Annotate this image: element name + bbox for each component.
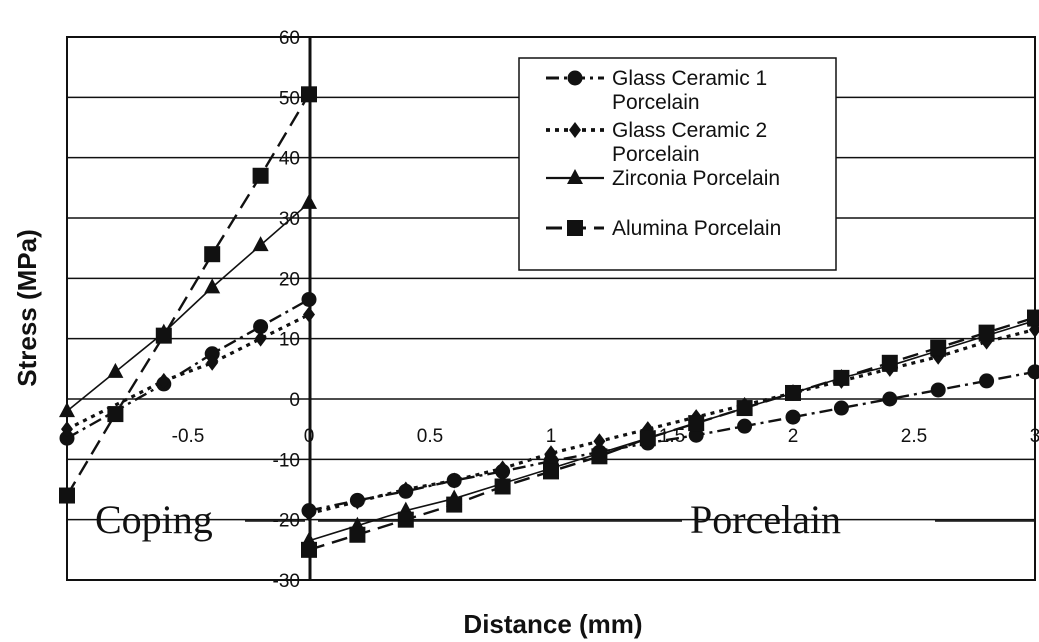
diamond-marker [399, 481, 412, 498]
x-tick-label: -0.5 [172, 426, 205, 447]
triangle-series-line [66, 202, 310, 412]
x-tick-label: 1 [546, 426, 557, 447]
square-marker [688, 415, 705, 432]
triangle-marker [204, 278, 221, 294]
y-tick-label: -10 [273, 450, 300, 471]
square-marker [397, 511, 414, 528]
diamond-marker [303, 505, 315, 522]
square-series-line [308, 316, 1036, 551]
square-marker [204, 246, 221, 263]
x-tick-label: 0.5 [417, 426, 443, 447]
circle-marker [59, 430, 75, 446]
square-marker [155, 327, 172, 344]
circle-marker [301, 291, 317, 307]
square-marker [252, 167, 269, 184]
square-marker [978, 324, 995, 341]
legend-entry-label: Glass Ceramic 2 Porcelain [612, 119, 767, 166]
gridlines [67, 36, 1035, 581]
diamond-marker [157, 372, 170, 389]
square-marker [301, 541, 317, 558]
triangle-marker [59, 402, 75, 418]
legend-triangle-marker [567, 169, 583, 184]
region-label-porcelain: Porcelain [690, 497, 841, 542]
square-marker [301, 86, 317, 103]
square-series-line [65, 93, 311, 497]
y-tick-label: -30 [273, 571, 300, 592]
legend-entry-label: Alumina Porcelain [612, 217, 781, 240]
legend-circle-marker [567, 70, 583, 86]
square-marker [736, 400, 753, 417]
circle-marker [833, 400, 849, 416]
circle-marker [1027, 364, 1039, 380]
diamond-marker [303, 306, 315, 323]
square-marker [446, 496, 463, 513]
diamond-marker [206, 354, 219, 371]
circle-marker [253, 319, 269, 335]
diamond-marker [351, 493, 364, 510]
region-label-coping: Coping [95, 497, 213, 542]
triangle-marker [107, 362, 124, 378]
x-tick-label: 1.5 [659, 426, 685, 447]
square-marker [930, 339, 947, 356]
square-marker [881, 354, 898, 371]
square-marker [59, 487, 75, 504]
legend-entry-label: Glass Ceramic 1 Porcelain [612, 67, 767, 114]
circle-marker [204, 346, 220, 362]
x-tick-label: 2.5 [901, 426, 927, 447]
square-marker [785, 384, 801, 401]
triangle-series-line [308, 319, 1036, 542]
circle-series-line [308, 370, 1036, 512]
square-marker [639, 430, 656, 447]
legend-square-marker [567, 220, 583, 236]
diamond-marker [448, 472, 461, 489]
circle-marker [930, 382, 946, 398]
circle-marker [785, 409, 801, 425]
x-tick-label: 2 [788, 426, 799, 447]
y-tick-label: 30 [279, 209, 300, 230]
square-marker [833, 369, 850, 386]
square-marker [349, 526, 366, 543]
triangle-marker [301, 193, 317, 209]
square-marker [591, 448, 608, 465]
triangle-marker [252, 236, 269, 252]
square-marker [543, 463, 559, 480]
square-marker [107, 406, 124, 423]
circle-marker [737, 418, 753, 434]
y-tick-label: 40 [279, 149, 300, 170]
legend-entry-label: Zirconia Porcelain [612, 167, 780, 190]
diamond-marker [593, 433, 606, 450]
circle-marker [882, 391, 898, 407]
y-tick-label: 20 [279, 269, 300, 290]
x-axis-label: Distance (mm) [463, 609, 642, 639]
y-tick-label: 60 [279, 28, 300, 49]
y-tick-label: 10 [279, 330, 300, 351]
series-layer [59, 86, 1039, 558]
y-tick-label: 0 [289, 390, 300, 411]
y-tick-label: 50 [279, 88, 300, 109]
diamond-marker [254, 330, 267, 347]
diamond-marker [61, 421, 73, 438]
x-tick-label: 0 [304, 426, 315, 447]
square-series [59, 86, 1039, 558]
circle-marker [688, 427, 704, 443]
circle-marker [979, 373, 995, 389]
legend-diamond-marker [569, 122, 581, 138]
diamond-marker [496, 460, 509, 477]
diamond-series-line [308, 328, 1036, 516]
y-axis-label: Stress (MPa) [12, 229, 42, 387]
x-tick-label: 3 [1030, 426, 1039, 447]
diamond-series-line [66, 313, 310, 431]
diamond-marker [545, 445, 557, 462]
square-marker [1027, 309, 1039, 326]
square-marker [494, 478, 511, 495]
